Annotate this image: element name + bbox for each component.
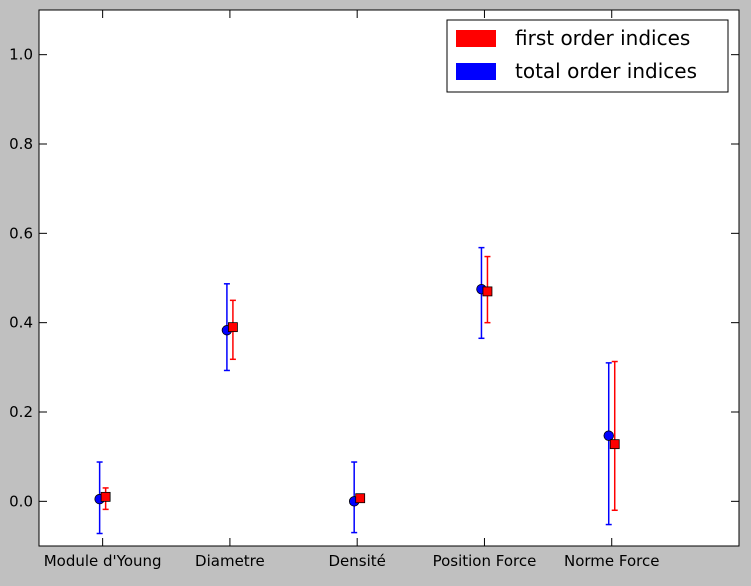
first-order-marker	[228, 322, 238, 333]
first-order-marker	[482, 286, 493, 297]
legend: first order indices total order indices	[446, 19, 729, 93]
y-tick-label: 0.6	[9, 224, 33, 242]
legend-label: total order indices	[515, 59, 697, 83]
x-category-label: Norme Force	[564, 552, 660, 570]
y-tick-label: 0.0	[9, 492, 33, 510]
y-tick-label: 1.0	[9, 46, 33, 64]
x-category-label: Module d'Young	[44, 552, 162, 570]
first-order-marker	[355, 493, 366, 504]
data-markers	[94, 283, 620, 507]
y-tick-label: 0.4	[9, 314, 33, 332]
y-tick-label: 0.2	[9, 403, 33, 421]
first-order-marker	[609, 439, 620, 450]
legend-swatch	[456, 63, 496, 80]
plot-area	[38, 9, 740, 547]
y-axis: 0.0 0.2 0.4 0.6 0.8 1.0	[9, 46, 739, 510]
legend-swatch	[456, 30, 496, 47]
y-tick-label: 0.8	[9, 135, 33, 153]
first-order-marker	[100, 491, 111, 502]
x-category-label: Position Force	[433, 552, 537, 570]
x-axis: Module d'Young Diametre Densité Position Fo…	[44, 10, 660, 570]
x-category-label: Diametre	[195, 552, 265, 570]
legend-label: first order indices	[515, 26, 690, 50]
total-order-marker	[603, 430, 614, 441]
x-category-label: Densité	[328, 552, 385, 570]
